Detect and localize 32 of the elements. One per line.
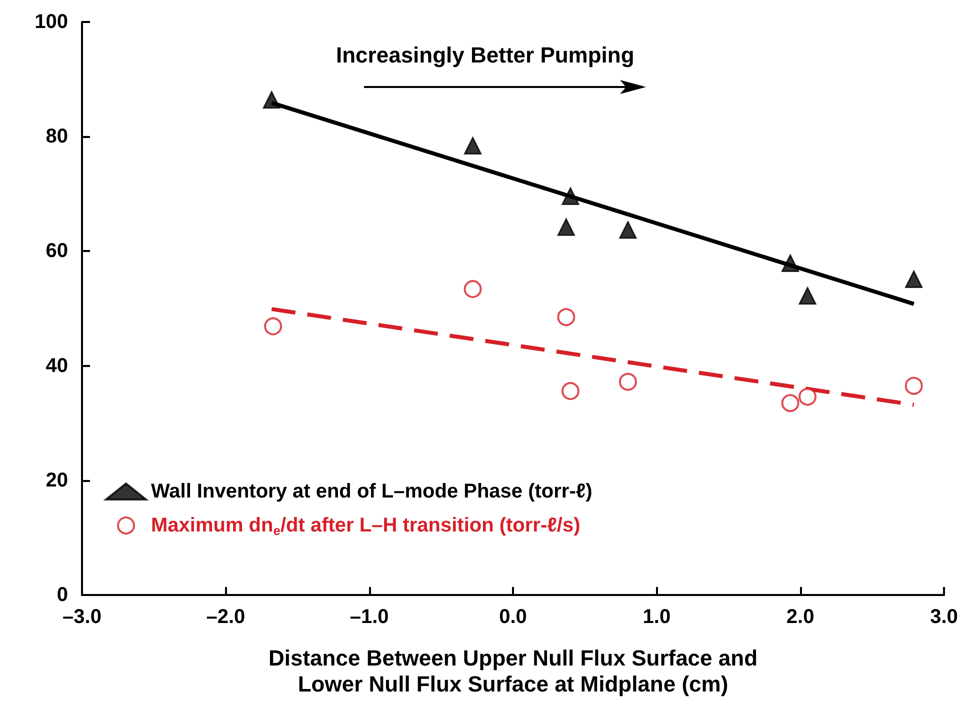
point — [618, 372, 637, 391]
legend-label: Wall Inventory at end of L–mode Phase (torr-ℓ) — [151, 480, 592, 502]
y-tick-label: 40 — [46, 354, 68, 377]
x-tick-label: 2.0 — [786, 606, 814, 628]
point — [905, 270, 923, 288]
x-tick-label: 1.0 — [642, 606, 671, 628]
point — [798, 388, 817, 406]
y-tick-label: 80 — [46, 126, 68, 148]
point — [904, 376, 923, 395]
point — [464, 280, 482, 298]
x-tick-label: 3.0 — [930, 606, 958, 628]
point — [464, 137, 482, 155]
point — [798, 287, 816, 305]
x-tick-label: 0.0 — [499, 606, 527, 628]
y-tick-label: 100 — [34, 11, 68, 33]
point — [262, 91, 280, 109]
x-tick-label: –1.0 — [350, 606, 389, 628]
point — [619, 221, 637, 239]
point — [561, 382, 580, 400]
y-tick-label: 60 — [46, 240, 68, 262]
point — [264, 317, 282, 336]
point — [782, 254, 800, 272]
x-tick-label: –2.0 — [206, 606, 246, 628]
annotation: Increasingly Better Pumping — [336, 42, 634, 68]
point — [562, 187, 580, 205]
point — [557, 308, 576, 326]
y-tick-label: 0 — [56, 584, 68, 606]
point — [557, 218, 575, 236]
x-tick-label: –3.0 — [62, 606, 102, 628]
x-axis-title: Distance Between Upper Null Flux Surface and Lower Null Flux Surface at Midplane (cm) — [268, 646, 758, 696]
point — [781, 394, 800, 412]
y-tick-label: 20 — [46, 469, 68, 492]
